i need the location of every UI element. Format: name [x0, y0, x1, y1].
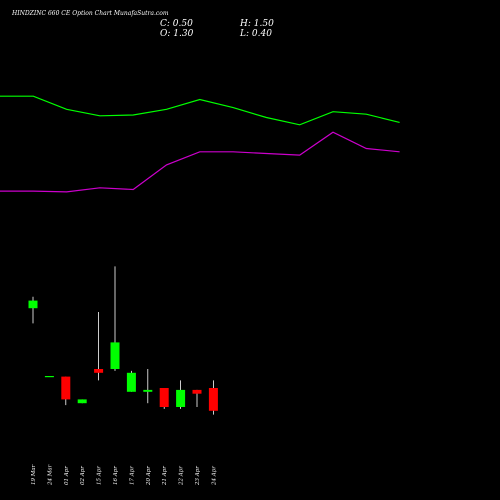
candle-body — [94, 369, 104, 373]
candle-body — [126, 372, 136, 392]
candle-16-apr — [110, 266, 120, 371]
candle-body — [143, 389, 153, 392]
candle-body — [176, 389, 186, 407]
candle-24-mar — [44, 376, 54, 378]
date-tick-label: 01 Apr — [64, 466, 70, 485]
ohlc-readout: C: 0.50 H: 1.50 O: 1.30 L: 0.40 — [160, 19, 274, 39]
date-tick-label: 22 Apr — [179, 466, 185, 486]
date-tick-label: 02 Apr — [80, 466, 86, 485]
candle-17-apr — [126, 370, 136, 392]
date-axis-labels: 19 Mar 24 Mar 01 Apr 02 Apr 15 Apr 16 Apr 17 A… — [31, 464, 217, 486]
candle-body — [192, 389, 202, 394]
candle-20-apr — [143, 369, 153, 404]
date-tick-label: 24 Mar — [47, 464, 53, 486]
candle-15-apr — [94, 312, 104, 381]
candle-body — [159, 388, 169, 407]
candle-19-mar — [28, 296, 38, 324]
candle-21-apr — [159, 388, 169, 409]
candle-23-apr — [192, 389, 202, 407]
date-tick-label: 24 Apr — [211, 466, 217, 486]
date-tick-label: 15 Apr — [97, 466, 103, 485]
close-readout: C: 0.50 — [160, 19, 193, 29]
candle-body — [110, 342, 120, 369]
date-tick-label: 20 Apr — [146, 466, 152, 486]
chart-title: HINDZINC 660 CE Option Chart MunafaSutra… — [11, 10, 169, 17]
date-tick-label: 16 Apr — [113, 466, 119, 485]
date-tick-label: 19 Mar — [31, 464, 37, 485]
candle-body — [44, 376, 54, 378]
indicator-lines — [0, 95, 400, 193]
candle-22-apr — [176, 380, 186, 409]
date-tick-label: 21 Apr — [162, 466, 168, 486]
candle-body — [28, 300, 38, 309]
candle-24-apr — [208, 380, 218, 415]
open-readout: O: 1.30 — [160, 29, 194, 39]
candle-01-apr — [61, 376, 71, 406]
date-tick-label: 17 Apr — [129, 466, 135, 485]
candlestick-series — [28, 266, 218, 415]
candle-02-apr — [77, 399, 87, 404]
magenta-indicator-line — [0, 131, 400, 193]
candle-body — [61, 376, 71, 400]
candle-body — [208, 388, 218, 411]
green-indicator-line — [0, 95, 400, 126]
candle-body — [77, 399, 87, 404]
high-readout: H: 1.50 — [239, 19, 274, 29]
low-readout: L: 0.40 — [239, 29, 272, 39]
date-tick-label: 23 Apr — [195, 466, 201, 486]
